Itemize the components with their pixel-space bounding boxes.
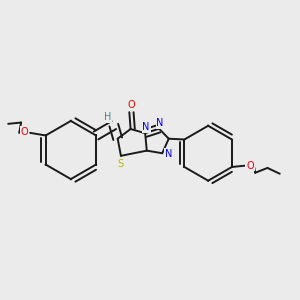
Text: O: O	[20, 127, 28, 137]
Text: H: H	[104, 112, 112, 122]
Text: N: N	[142, 122, 150, 132]
Text: O: O	[246, 161, 254, 171]
Text: S: S	[118, 159, 124, 169]
Text: N: N	[156, 118, 164, 128]
Text: O: O	[128, 100, 135, 110]
Text: N: N	[165, 149, 172, 159]
